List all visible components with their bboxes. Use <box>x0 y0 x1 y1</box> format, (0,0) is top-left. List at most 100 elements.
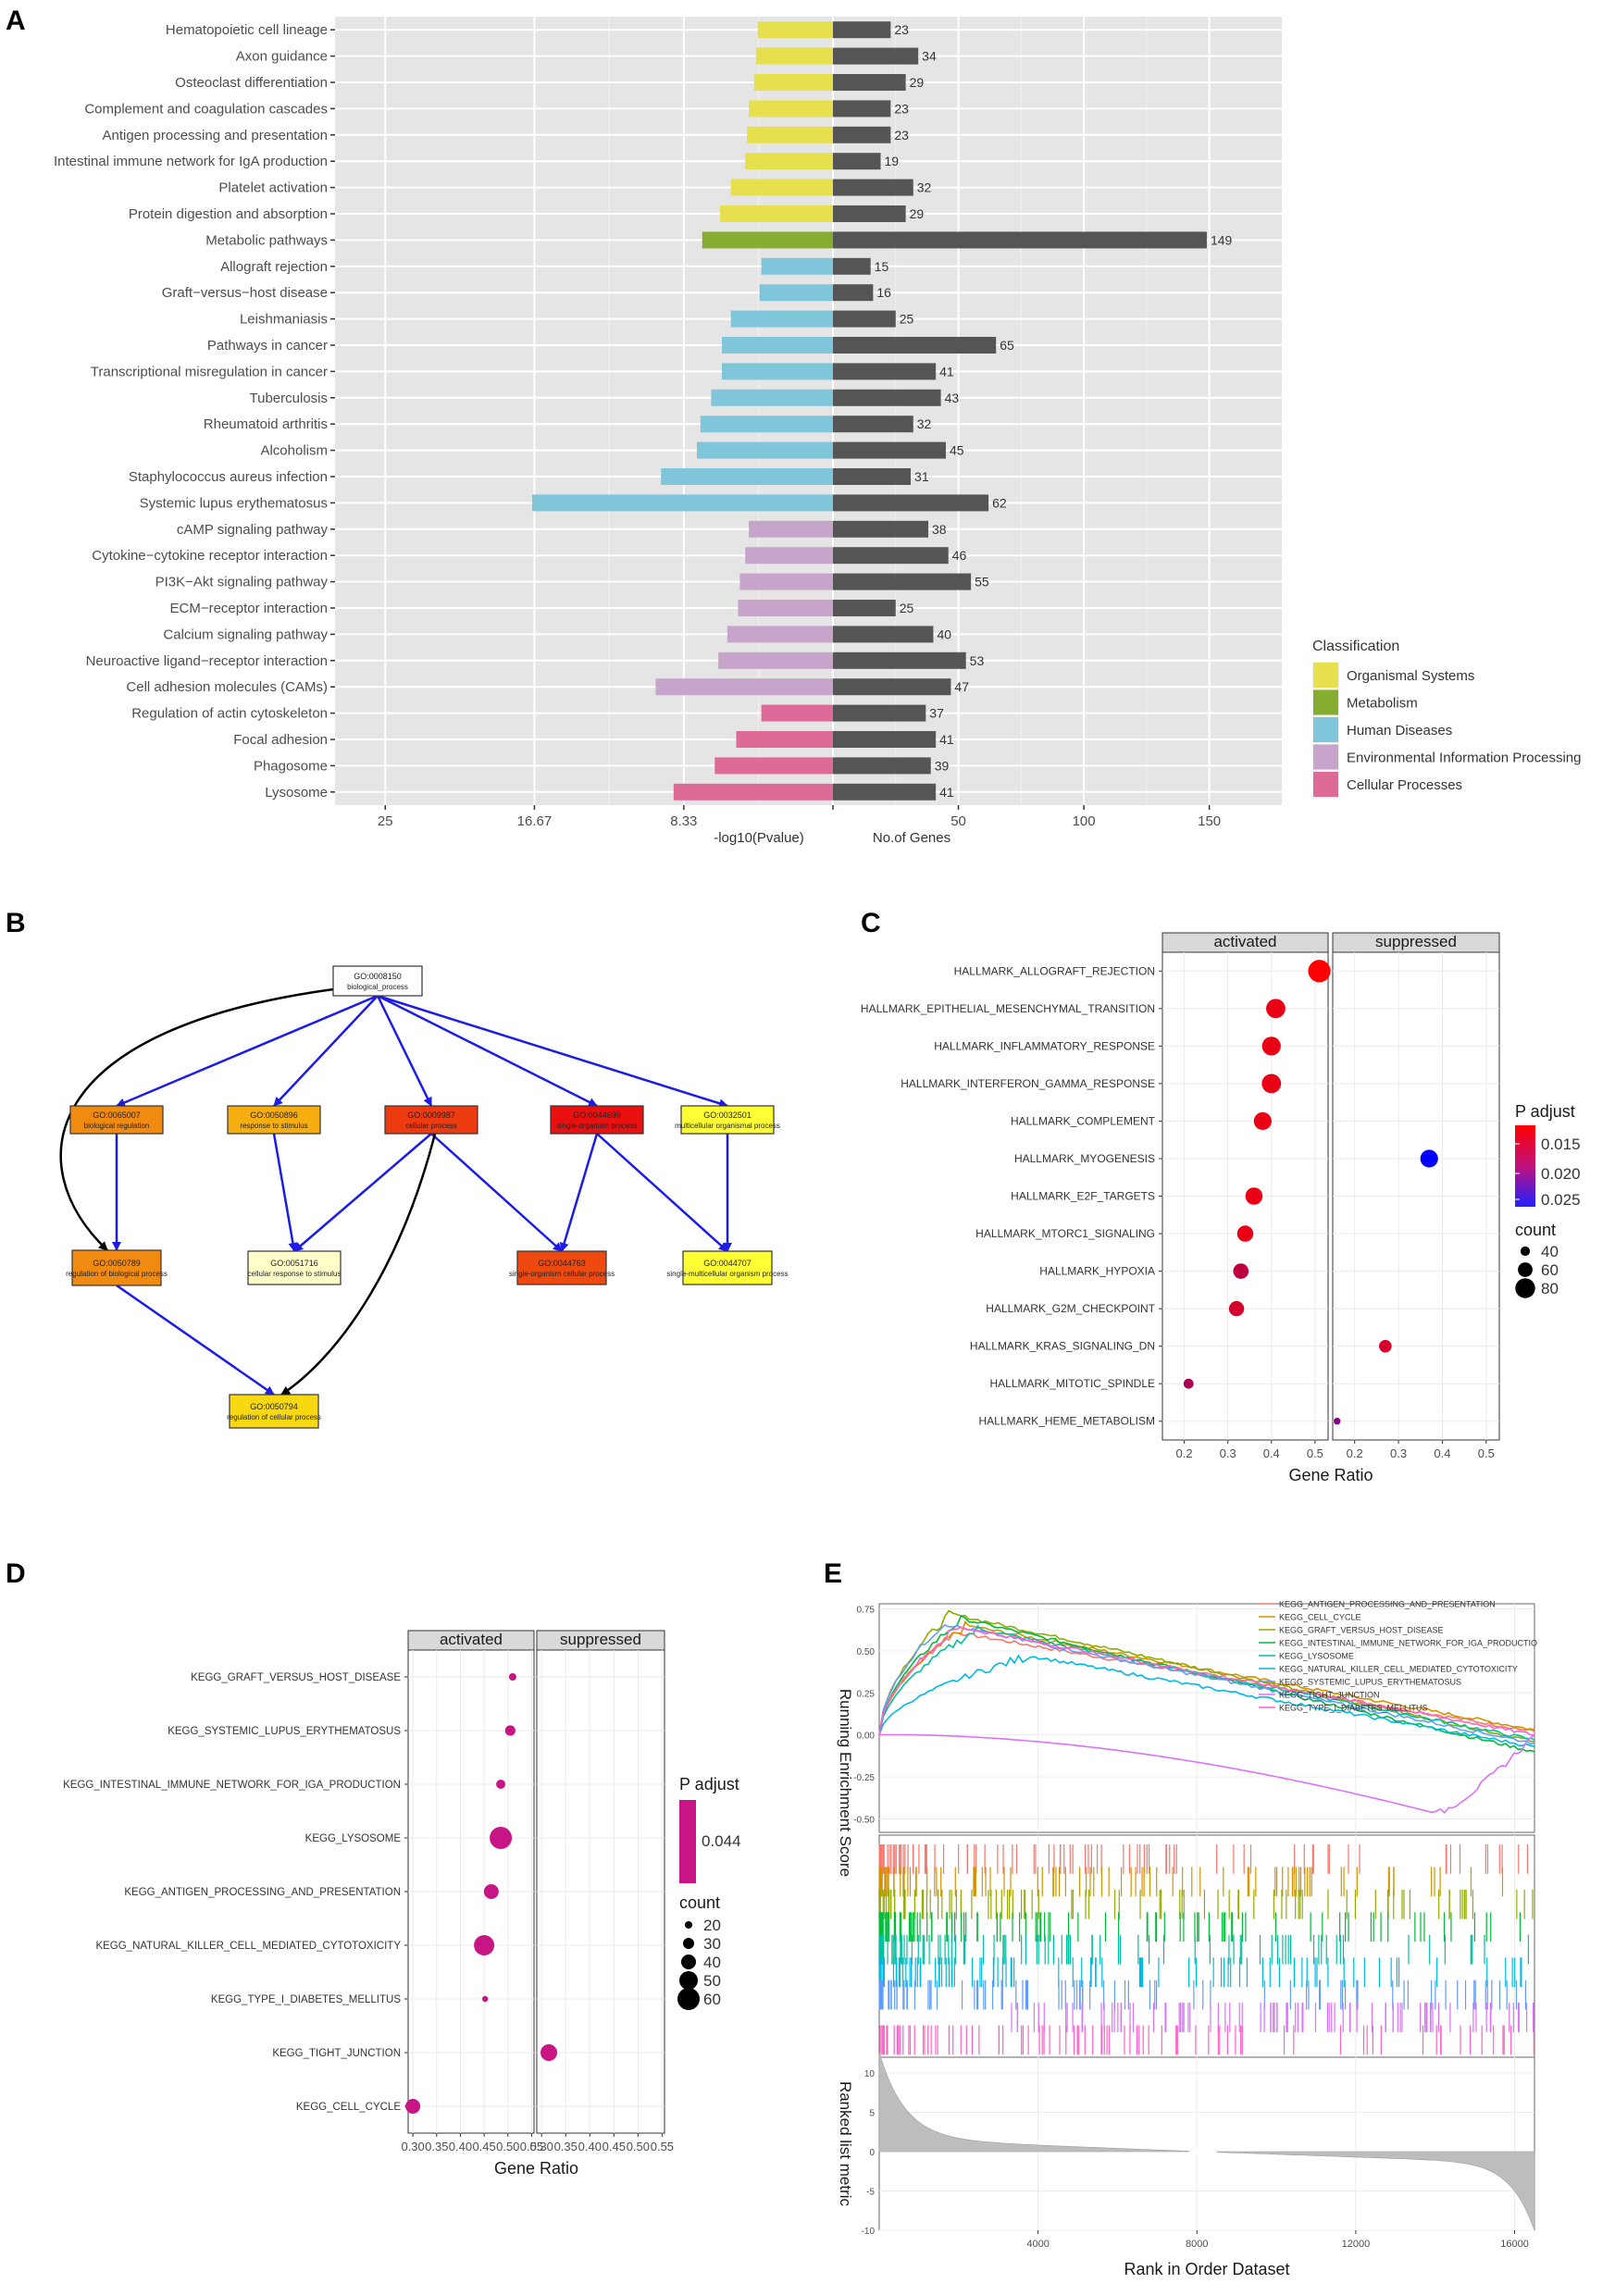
pvalue-bar <box>736 731 833 748</box>
gene-count-bar <box>833 257 871 275</box>
color-bar <box>1515 1125 1535 1207</box>
go-edge <box>280 1133 437 1396</box>
category-label: ECM−receptor interaction <box>170 601 329 616</box>
gene-count-label: 29 <box>910 75 925 90</box>
term-label: HALLMARK_HEME_METABOLISM <box>979 1415 1156 1428</box>
term-label: HALLMARK_COMPLEMENT <box>1011 1114 1156 1127</box>
category-label: cAMP signaling pathway <box>177 522 329 538</box>
x-tick-label: 8.33 <box>670 813 697 829</box>
category-label: Platelet activation <box>218 180 328 196</box>
category-label: Transcriptional misregulation in cancer <box>91 364 328 379</box>
term-label: KEGG_SYSTEMIC_LUPUS_ERYTHEMATOSUS <box>168 1726 401 1737</box>
gene-count-label: 41 <box>939 732 954 747</box>
gene-count-label: 29 <box>910 206 925 221</box>
pvalue-bar <box>720 205 833 222</box>
go-node-id: GO:0009987 <box>407 1111 455 1120</box>
go-node <box>71 1249 162 1286</box>
x-tick-label: 50 <box>950 813 966 829</box>
legend-label: Metabolism <box>1347 696 1418 712</box>
enrichment-dot <box>1261 1036 1281 1056</box>
x-tick-label: 0.55 <box>651 2140 674 2153</box>
legend-label: Environmental Information Processing <box>1347 751 1581 766</box>
enrichment-dot <box>1334 1418 1341 1425</box>
category-label: Leishmaniasis <box>240 312 328 328</box>
go-node <box>680 1105 775 1135</box>
size-tick-label: 50 <box>703 1972 721 1990</box>
gene-count-bar <box>833 284 874 302</box>
go-node-id: GO:0050794 <box>250 1402 298 1411</box>
facet-label: activated <box>440 1631 503 1648</box>
gene-count-label: 65 <box>1000 338 1014 353</box>
y-tick-label: 0.50 <box>857 1647 876 1657</box>
go-edge <box>559 1133 599 1252</box>
category-label: Phagosome <box>254 758 328 774</box>
size-key <box>683 1938 694 1949</box>
enrichment-dot <box>481 1995 489 2003</box>
plot-frame <box>878 1834 1535 2058</box>
color-tick-label: 0.020 <box>1541 1165 1581 1183</box>
go-node-label: regulation of cellular process <box>227 1413 321 1421</box>
size-tick-label: 40 <box>703 1954 721 1971</box>
category-label: PI3K−Akt signaling pathway <box>155 575 329 590</box>
legend-label: KEGG_ANTIGEN_PROCESSING_AND_PRESENTATION <box>1279 1600 1496 1609</box>
gene-count-label: 16 <box>876 285 891 300</box>
category-label: Complement and coagulation cascades <box>84 101 328 117</box>
term-label: HALLMARK_INFLAMMATORY_RESPONSE <box>934 1039 1155 1052</box>
gene-count-label: 149 <box>1211 232 1233 247</box>
pvalue-bar <box>759 284 833 302</box>
go-edge <box>59 987 342 1251</box>
color-tick-label: 0.025 <box>1541 1191 1581 1209</box>
color-bar <box>679 1800 696 1883</box>
category-label: Antigen processing and presentation <box>102 128 328 143</box>
enrichment-dot <box>474 1935 495 1955</box>
gene-count-label: 41 <box>939 785 954 800</box>
pvalue-bar <box>718 652 833 669</box>
pvalue-bar <box>738 600 833 616</box>
term-label: HALLMARK_KRAS_SIGNALING_DN <box>970 1340 1155 1353</box>
term-label: HALLMARK_MYOGENESIS <box>1014 1152 1155 1165</box>
gene-count-bar <box>833 21 891 39</box>
category-label: Rheumatoid arthritis <box>204 416 328 432</box>
gene-count-bar <box>833 600 896 616</box>
pvalue-bar <box>702 231 833 249</box>
pvalue-bar <box>722 337 833 354</box>
term-label: KEGG_INTESTINAL_IMMUNE_NETWORK_FOR_IGA_P… <box>63 1780 401 1791</box>
gene-count-bar <box>833 783 937 800</box>
gene-count-bar <box>833 704 926 722</box>
gene-count-bar <box>833 441 946 459</box>
legend-label: KEGG_GRAFT_VERSUS_HOST_DISEASE <box>1279 1626 1444 1635</box>
gene-count-label: 53 <box>970 653 985 668</box>
size-legend-title: count <box>1515 1221 1556 1239</box>
enrichment-dot <box>540 2044 558 2061</box>
x-tick-label: 0.4 <box>1434 1446 1450 1460</box>
term-label: KEGG_GRAFT_VERSUS_HOST_DISEASE <box>191 1672 401 1683</box>
zero-cross-gap <box>1188 2149 1217 2154</box>
legend-label: KEGG_SYSTEMIC_LUPUS_ERYTHEMATOSUS <box>1279 1678 1461 1687</box>
go-node-label: regulation of biological process <box>66 1270 168 1278</box>
gene-count-label: 38 <box>932 522 947 537</box>
go-node <box>229 1394 319 1429</box>
term-label: KEGG_TIGHT_JUNCTION <box>272 2048 401 2059</box>
enrichment-dot <box>496 1780 506 1789</box>
color-legend-title: P adjust <box>679 1775 739 1793</box>
pvalue-bar <box>714 757 833 775</box>
go-edge <box>376 995 433 1107</box>
term-label: HALLMARK_EPITHELIAL_MESENCHYMAL_TRANSITI… <box>861 1002 1155 1015</box>
go-term-diagram: GO:0008150 biological_process GO:0065007 bi… <box>59 965 789 1429</box>
gene-count-bar <box>833 363 937 380</box>
y-tick-label: 10 <box>864 2069 876 2079</box>
gene-count-label: 25 <box>900 312 914 327</box>
gene-count-bar <box>833 337 997 354</box>
gene-count-bar <box>833 205 906 222</box>
gene-count-label: 15 <box>875 259 889 274</box>
gene-count-bar <box>833 731 937 748</box>
gene-count-bar <box>833 100 891 118</box>
size-key <box>1520 1246 1531 1257</box>
x-axis-title: Rank in Order Dataset <box>1124 2260 1289 2278</box>
go-node <box>247 1250 342 1285</box>
enrichment-dot <box>1245 1187 1263 1205</box>
gene-count-bar <box>833 310 896 328</box>
enrichment-dot <box>483 1884 499 1899</box>
enrichment-dot <box>1308 960 1331 983</box>
x-tick-label: 0.3 <box>1220 1446 1236 1460</box>
